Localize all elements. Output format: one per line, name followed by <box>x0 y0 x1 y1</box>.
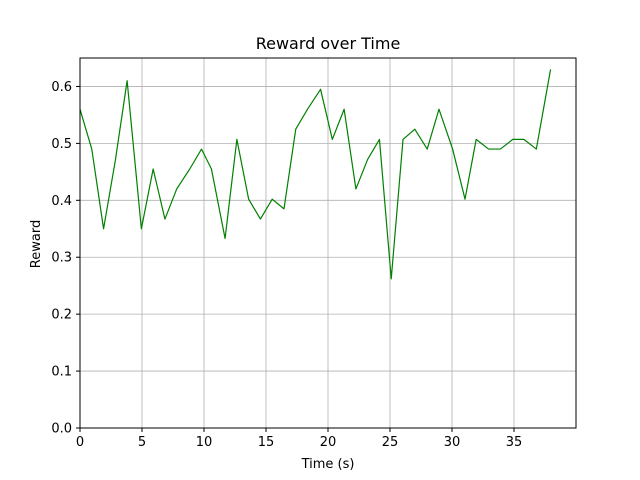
y-tick-label: 0.1 <box>51 365 72 380</box>
y-tick-label: 0.2 <box>51 308 72 323</box>
x-axis-label: Time (s) <box>301 457 355 472</box>
y-tick-label: 0.6 <box>51 80 72 95</box>
x-tick-label: 0 <box>76 435 84 450</box>
chart-title: Reward over Time <box>256 34 401 53</box>
x-tick-label: 20 <box>320 435 337 450</box>
x-tick-label: 10 <box>196 435 213 450</box>
y-tick-label: 0.3 <box>51 251 72 266</box>
x-tick-label: 35 <box>506 435 523 450</box>
x-tick-label: 30 <box>444 435 461 450</box>
grid <box>79 58 576 429</box>
x-tick-label: 25 <box>382 435 399 450</box>
y-tick-label: 0.0 <box>51 422 72 437</box>
x-tick-label: 15 <box>258 435 275 450</box>
x-tick-label: 5 <box>138 435 146 450</box>
y-axis-label: Reward <box>29 220 44 268</box>
plot-area <box>79 69 552 280</box>
y-tick-label: 0.5 <box>51 137 72 152</box>
y-axis-ticks: 0.0 0.1 0.2 0.3 0.4 0.5 0.6 <box>51 80 80 437</box>
x-axis-ticks: 0 5 10 15 20 25 30 35 <box>76 428 522 450</box>
series-line <box>79 69 552 280</box>
y-tick-label: 0.4 <box>51 194 72 209</box>
